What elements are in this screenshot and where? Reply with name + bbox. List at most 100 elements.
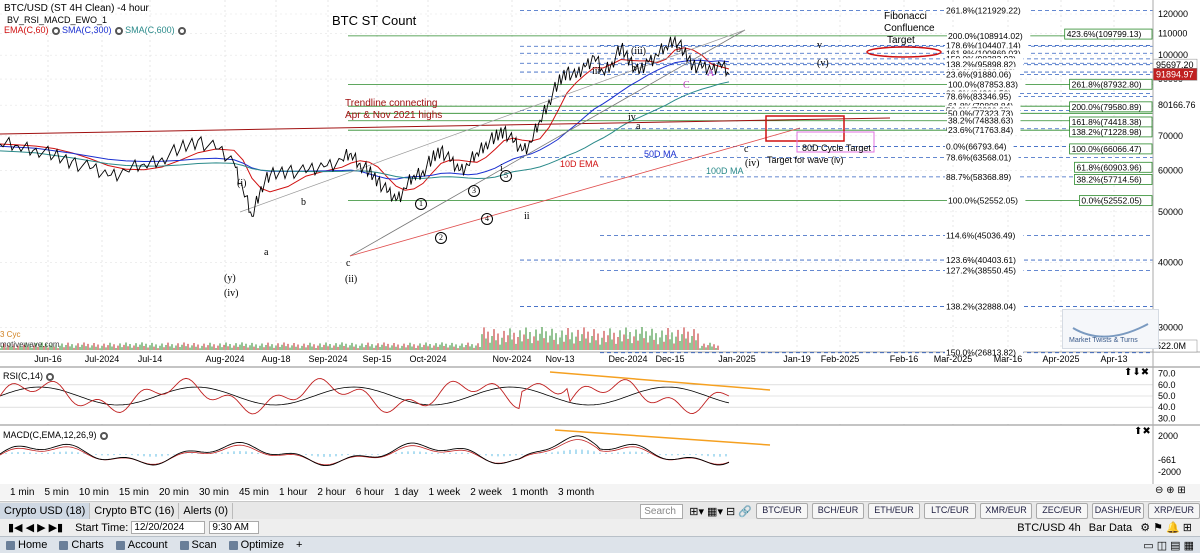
window-icons[interactable]: ▭ ◫ ▤ ▦ xyxy=(1143,539,1194,552)
tab-account[interactable]: Account xyxy=(110,539,174,551)
timeframe-button[interactable]: 2 week xyxy=(470,486,502,498)
fib-levels: 261.8%(121929.22)200.0%(108914.02)0.0%(1… xyxy=(348,5,1153,358)
y-tick-label: 40000 xyxy=(1158,257,1183,267)
wave-label: c xyxy=(744,144,749,155)
fib-label: 0.0%(66793.64) xyxy=(946,141,1007,151)
optimize-icon xyxy=(228,540,238,550)
rsi-title: RSI(C,14) xyxy=(3,371,55,381)
y-axis-labels: 1200001100001000009000080166.76700006000… xyxy=(1152,9,1198,353)
zoom-controls[interactable]: ⊖ ⊕ ⊞ xyxy=(1155,485,1186,496)
timeframe-button[interactable]: 2 hour xyxy=(317,486,346,498)
tab-scan[interactable]: Scan xyxy=(174,539,223,551)
rsi-tick-label: 70.0 xyxy=(1158,369,1176,379)
price-series xyxy=(0,35,730,217)
gear-icon[interactable] xyxy=(46,372,55,381)
legend-sma600: SMA(C,600) xyxy=(125,25,175,35)
fib-label-bg xyxy=(945,265,1024,276)
gear-icon[interactable] xyxy=(114,26,123,35)
cycle-label: 3 Cyc xyxy=(0,330,21,339)
wave-label: (i) xyxy=(237,178,247,189)
symbol-button[interactable]: BCH/EUR xyxy=(812,503,864,519)
start-time-input[interactable] xyxy=(209,521,260,534)
y-tick-label: 60000 xyxy=(1158,166,1183,176)
fib-label: 161.8%(100869.03) xyxy=(946,48,1021,58)
symbol-button[interactable]: BTC/EUR xyxy=(756,503,808,519)
fib-box-label: 0.0%(52552.05) xyxy=(1081,196,1142,206)
symbol-button[interactable]: ETH/EUR xyxy=(868,503,920,519)
start-date-input[interactable] xyxy=(131,521,206,534)
pane-arrows-rsi[interactable]: ⬆⬇✖ xyxy=(1124,367,1150,378)
tab-alerts[interactable]: Alerts (0) xyxy=(179,503,233,519)
tab-crypto-usd[interactable]: Crypto USD (18) xyxy=(0,503,91,519)
y-tick-label: 70000 xyxy=(1158,131,1183,141)
fib-box-label: 161.8%(74418.38) xyxy=(1072,117,1142,127)
fib-box-label: 138.2%(71228.98) xyxy=(1072,127,1142,137)
fib-label-bg xyxy=(945,347,1024,358)
timeframe-button[interactable]: 20 min xyxy=(158,486,189,498)
symbol-button[interactable]: XRP/EUR xyxy=(1148,503,1200,519)
chart-icon xyxy=(59,540,69,550)
channel-outer xyxy=(239,29,746,213)
confluence-note: Fibonacci Confluence Target xyxy=(884,11,935,47)
symbol-button[interactable]: XMR/EUR xyxy=(980,503,1032,519)
scan-icon xyxy=(179,540,189,550)
fib-label-bg xyxy=(945,40,1029,51)
add-tab-button[interactable]: + xyxy=(295,539,303,551)
x-tick-label: Jan-19 xyxy=(783,354,811,364)
timeframe-button[interactable]: 30 min xyxy=(198,486,229,498)
tab-charts[interactable]: Charts xyxy=(53,539,109,551)
watchlist-tools-icon[interactable]: ⊞▾ ▦▾ ⊟ 🔗 xyxy=(689,505,752,518)
timeframe-button[interactable]: 6 hour xyxy=(355,486,385,498)
wave-label: c xyxy=(346,258,351,269)
timeframe-button[interactable]: 1 day xyxy=(394,486,419,498)
gear-icon[interactable] xyxy=(51,26,60,35)
timeframe-button[interactable]: 1 hour xyxy=(278,486,308,498)
y-tick-label: 50000 xyxy=(1158,207,1183,217)
timeframe-button[interactable]: 10 min xyxy=(78,486,109,498)
symbol-button[interactable]: LTC/EUR xyxy=(924,503,976,519)
fib-label-bg xyxy=(947,79,1026,90)
timeframe-button[interactable]: 45 min xyxy=(238,486,269,498)
price-flag-label: 91894.97 xyxy=(1156,69,1194,79)
fib-label: 78.6%(83346.95) xyxy=(946,91,1011,101)
y-tick-label: 120000 xyxy=(1158,9,1188,19)
annotation-text: Fibonacci xyxy=(884,11,927,22)
tab-crypto-btc[interactable]: Crypto BTC (16) xyxy=(90,503,180,519)
fib-label-bg xyxy=(947,115,1021,126)
pane-arrows-macd[interactable]: ⬆✖ xyxy=(1134,426,1151,437)
timeframe-button[interactable]: 1 min xyxy=(10,486,35,498)
tab-optimize[interactable]: Optimize xyxy=(223,539,290,551)
timeframe-button[interactable]: 15 min xyxy=(118,486,149,498)
fib-box-label: 200.0%(79580.89) xyxy=(1072,102,1142,112)
fib-label: 123.6%(40403.61) xyxy=(946,255,1016,265)
timeframe-bar: 1 min 5 min 10 min 15 min 20 min 30 min 45 min… xyxy=(0,484,1200,500)
gear-icon[interactable] xyxy=(99,431,108,440)
wave-label: 5 xyxy=(500,170,512,182)
x-tick-label: Mar-2025 xyxy=(934,354,973,364)
macd-signal xyxy=(0,439,730,466)
x-tick-label: Nov-2024 xyxy=(492,354,531,364)
fib-box xyxy=(1069,126,1153,138)
gear-icon[interactable] xyxy=(177,26,186,35)
pin-icon[interactable]: ▮◀ ◀ ▶ ▶▮ xyxy=(8,522,64,534)
wave-label: C xyxy=(683,80,690,91)
timeframe-button[interactable]: 3 month xyxy=(558,486,595,498)
sma600-series xyxy=(0,81,730,180)
timeframe-button[interactable]: 1 month xyxy=(511,486,549,498)
timeframe-button[interactable]: 5 min xyxy=(44,486,69,498)
fib-box xyxy=(1074,174,1153,185)
fib-label: 78.6%(63568.01) xyxy=(946,153,1011,163)
fib-label: 100.0%(87853.83) xyxy=(948,79,1018,89)
tab-home[interactable]: Home xyxy=(0,539,53,551)
fib-box-label: 38.2%(57714.56) xyxy=(1077,174,1142,184)
symbol-button[interactable]: DASH/EUR xyxy=(1092,503,1144,519)
legend-sma300: SMA(C,300) xyxy=(62,25,112,35)
bottom-nav: Home Charts Account Scan Optimize + ▭ ◫ … xyxy=(0,536,1200,553)
fib-box xyxy=(1069,143,1153,155)
symbol-button[interactable]: ZEC/EUR xyxy=(1036,503,1088,519)
fib-label: 138.2%(32888.04) xyxy=(946,302,1016,312)
status-icons[interactable]: ⚙ ⚑ 🔔 ⊞ xyxy=(1140,522,1192,534)
timeframe-button[interactable]: 1 week xyxy=(428,486,461,498)
search-input[interactable]: Search xyxy=(640,503,684,519)
rsi-tick-label: 30.0 xyxy=(1158,413,1176,423)
